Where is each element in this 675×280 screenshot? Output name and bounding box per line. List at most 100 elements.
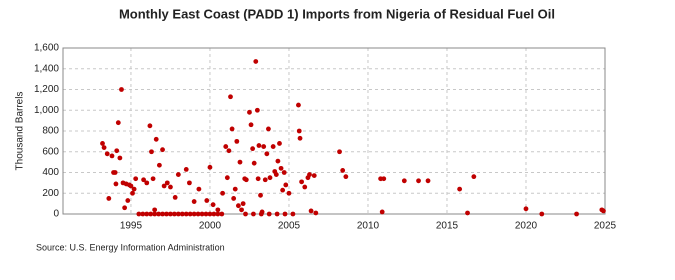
data-point bbox=[256, 143, 262, 148]
x-tick-label: 1995 bbox=[120, 221, 143, 232]
data-point bbox=[220, 190, 225, 196]
data-point bbox=[457, 186, 463, 192]
data-point bbox=[195, 211, 201, 217]
data-point bbox=[311, 173, 317, 179]
data-point bbox=[191, 211, 197, 217]
data-point bbox=[168, 211, 173, 217]
data-point bbox=[248, 122, 254, 128]
data-point bbox=[296, 102, 301, 108]
data-point bbox=[229, 126, 235, 132]
data-point bbox=[156, 162, 162, 168]
data-point bbox=[307, 172, 312, 177]
data-point bbox=[204, 198, 210, 203]
data-point bbox=[247, 109, 252, 115]
y-tick-label: 800 bbox=[42, 126, 59, 137]
data-point bbox=[128, 183, 134, 189]
data-point bbox=[117, 155, 123, 161]
data-point bbox=[296, 128, 302, 134]
data-point bbox=[286, 190, 292, 196]
data-point bbox=[277, 141, 282, 146]
data-point bbox=[231, 196, 237, 201]
data-point bbox=[140, 211, 146, 217]
plot-frame bbox=[62, 47, 606, 215]
data-point bbox=[275, 158, 281, 164]
y-tick-label: 400 bbox=[42, 167, 59, 178]
y-tick-label: 0 bbox=[53, 209, 59, 220]
data-point bbox=[401, 178, 407, 184]
data-point bbox=[308, 208, 314, 214]
x-tick-label: 2015 bbox=[436, 221, 459, 232]
data-point bbox=[337, 149, 342, 155]
data-point bbox=[183, 211, 189, 217]
data-point bbox=[164, 211, 169, 217]
data-point bbox=[211, 211, 217, 217]
data-point bbox=[539, 211, 545, 217]
y-axis-label: Thousand Barrels bbox=[15, 92, 26, 171]
data-point bbox=[471, 174, 477, 180]
data-point bbox=[574, 211, 579, 217]
data-point bbox=[164, 180, 170, 186]
data-point bbox=[215, 207, 221, 213]
data-point bbox=[187, 211, 193, 217]
data-point bbox=[172, 211, 177, 217]
data-point bbox=[130, 190, 135, 196]
x-tick-label: 2020 bbox=[515, 221, 538, 232]
data-point bbox=[144, 180, 150, 186]
data-point bbox=[250, 146, 256, 152]
data-point bbox=[253, 59, 259, 64]
data-point bbox=[255, 176, 261, 182]
data-point bbox=[106, 196, 112, 201]
data-point bbox=[243, 211, 248, 217]
data-point bbox=[465, 210, 470, 216]
x-tick-label: 2025 bbox=[594, 221, 617, 232]
data-point bbox=[313, 210, 319, 216]
x-tick-label: 2010 bbox=[357, 221, 380, 232]
data-point bbox=[264, 151, 270, 157]
y-tick-label: 200 bbox=[42, 188, 59, 199]
data-point bbox=[168, 184, 173, 190]
data-point bbox=[258, 192, 263, 198]
data-point bbox=[226, 148, 232, 154]
data-point bbox=[281, 170, 287, 175]
data-point bbox=[172, 195, 178, 200]
data-point bbox=[224, 175, 230, 181]
data-point bbox=[270, 144, 276, 149]
y-tick-label: 600 bbox=[42, 146, 59, 157]
data-point bbox=[122, 205, 128, 211]
data-point bbox=[144, 211, 150, 217]
data-point bbox=[113, 181, 119, 187]
data-point bbox=[160, 211, 165, 217]
data-point bbox=[147, 123, 153, 129]
data-point bbox=[153, 136, 159, 142]
y-tick-label: 1,000 bbox=[34, 105, 59, 116]
y-tick-label: 1,600 bbox=[34, 43, 59, 54]
chart-title: Monthly East Coast (PADD 1) Imports from… bbox=[119, 6, 555, 21]
data-point bbox=[112, 170, 118, 175]
data-point bbox=[161, 183, 167, 189]
data-point bbox=[223, 144, 229, 149]
data-point bbox=[203, 211, 209, 217]
data-point bbox=[262, 177, 268, 183]
data-point bbox=[160, 147, 165, 153]
data-point bbox=[148, 211, 154, 217]
data-point bbox=[340, 168, 346, 173]
data-point bbox=[100, 141, 105, 146]
x-tick-label: 2005 bbox=[278, 221, 301, 232]
data-point bbox=[425, 178, 431, 184]
data-point bbox=[114, 148, 120, 154]
data-point bbox=[152, 211, 158, 217]
data-point bbox=[240, 201, 246, 207]
data-point bbox=[136, 211, 142, 217]
data-point bbox=[133, 176, 139, 182]
data-point bbox=[109, 153, 115, 159]
data-point bbox=[150, 176, 156, 182]
data-point bbox=[187, 180, 192, 186]
data-point bbox=[302, 184, 308, 190]
data-point bbox=[232, 186, 238, 192]
data-point bbox=[156, 211, 162, 217]
data-point bbox=[183, 166, 189, 172]
data-point bbox=[416, 178, 421, 184]
data-point bbox=[119, 87, 124, 92]
y-tick-label: 1,400 bbox=[34, 63, 59, 74]
